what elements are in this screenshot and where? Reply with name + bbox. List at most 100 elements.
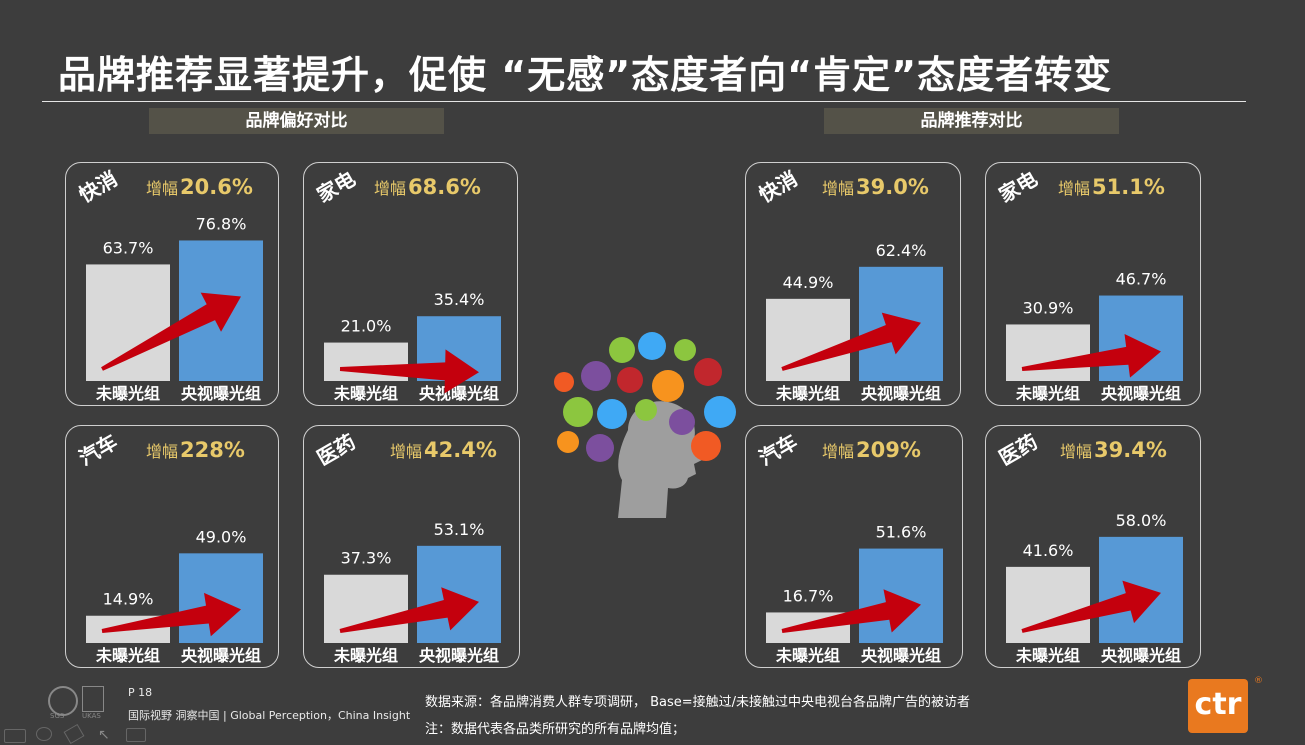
bar-chart: 21.0% 未曝光组 35.4% 央视曝光组	[324, 290, 501, 403]
increase-rate: 增幅39.4%	[1060, 438, 1167, 462]
certification-badge-sgs: SGS	[50, 712, 65, 720]
increase-label: 增幅	[1058, 179, 1091, 198]
value-label: 44.9%	[783, 273, 834, 292]
increase-rate: 增幅68.6%	[374, 175, 481, 199]
bubble-icon	[674, 339, 696, 361]
chart-panel: 家电 增幅51.1% 30.9% 未曝光组 46.7% 央视曝光组	[985, 162, 1201, 406]
value-label: 30.9%	[1023, 298, 1074, 317]
bar-exposed	[179, 553, 263, 643]
bar-chart: 30.9% 未曝光组 46.7% 央视曝光组	[1006, 270, 1183, 403]
bubble-icon	[557, 431, 579, 453]
increase-value: 39.4%	[1094, 438, 1167, 462]
value-label: 49.0%	[196, 527, 247, 546]
bubble-icon	[586, 434, 614, 462]
category-axis-label: 央视曝光组	[181, 384, 261, 403]
increase-label: 增幅	[390, 442, 423, 461]
chart-panel: 家电 增幅68.6% 21.0% 未曝光组 35.4% 央视曝光组	[303, 162, 518, 406]
ctr-logo: ctr	[1188, 679, 1248, 733]
trend-arrow	[339, 587, 479, 633]
increase-label: 增幅	[1060, 442, 1093, 461]
bubble-icon	[597, 399, 627, 429]
data-source-note: 数据来源：各品牌消费人群专项调研， Base=接触过/未接触过中央电视台各品牌广…	[425, 695, 971, 710]
bar-unexposed	[766, 298, 850, 381]
chart-panel: 医药 增幅42.4% 37.3% 未曝光组 53.1% 央视曝光组	[303, 425, 520, 668]
category-axis-label: 未曝光组	[333, 646, 398, 665]
increase-label: 增幅	[374, 179, 407, 198]
trend-arrow	[1021, 580, 1162, 633]
category-axis-label: 未曝光组	[95, 384, 160, 403]
category-axis-label: 央视曝光组	[1101, 384, 1181, 403]
value-label: 14.9%	[103, 590, 154, 609]
chart-panel: 快消 增幅39.0% 44.9% 未曝光组 62.4% 央视曝光组	[745, 162, 961, 406]
chart-panel: 汽车 增幅209% 16.7% 未曝光组 51.6% 央视曝光组	[745, 425, 963, 668]
chart-panel: 医药 增幅39.4% 41.6% 未曝光组 58.0% 央视曝光组	[985, 425, 1201, 668]
bubble-icon	[638, 332, 666, 360]
category-axis-label: 未曝光组	[1015, 384, 1080, 403]
category-axis-label: 央视曝光组	[861, 646, 941, 665]
bubble-icon	[669, 409, 695, 435]
eraser-icon[interactable]	[63, 723, 85, 745]
bubble-icon	[652, 370, 684, 402]
increase-rate: 增幅51.1%	[1058, 175, 1165, 199]
increase-value: 68.6%	[408, 175, 481, 199]
trend-arrow	[101, 592, 241, 637]
value-label: 63.7%	[103, 238, 154, 257]
camera-icon[interactable]	[126, 728, 146, 742]
category-axis-label: 未曝光组	[1015, 646, 1080, 665]
social-head-illustration	[554, 332, 736, 518]
bar-unexposed	[1006, 324, 1090, 381]
bubble-icon	[609, 337, 635, 363]
bar-chart: 14.9% 未曝光组 49.0% 央视曝光组	[86, 527, 263, 665]
registered-mark: ®	[1254, 676, 1263, 686]
category-axis-label: 央视曝光组	[419, 646, 499, 665]
section-header-recommendation: 品牌推荐对比	[824, 108, 1119, 134]
increase-rate: 增幅42.4%	[390, 438, 497, 462]
bar-unexposed	[86, 264, 170, 381]
increase-value: 39.0%	[856, 175, 929, 199]
value-label: 21.0%	[341, 317, 392, 336]
bubble-icon	[704, 396, 736, 428]
value-label: 76.8%	[196, 214, 247, 233]
category-axis-label: 未曝光组	[95, 646, 160, 665]
increase-rate: 增幅209%	[822, 438, 921, 462]
increase-value: 228%	[180, 438, 245, 462]
bubble-icon	[563, 397, 593, 427]
category-axis-label: 央视曝光组	[861, 384, 941, 403]
bubble-icon	[694, 358, 722, 386]
trend-arrow	[781, 312, 921, 371]
category-axis-label: 央视曝光组	[1101, 646, 1181, 665]
increase-label: 增幅	[146, 442, 179, 461]
section-header-preference: 品牌偏好对比	[149, 108, 444, 134]
trend-arrow	[101, 292, 242, 371]
bar-exposed	[859, 548, 943, 643]
value-label: 62.4%	[876, 241, 927, 260]
increase-value: 20.6%	[180, 175, 253, 199]
certification-badge-ukas: UKAS	[82, 712, 101, 720]
increase-label: 增幅	[822, 442, 855, 461]
bar-chart: 16.7% 未曝光组 51.6% 央视曝光组	[766, 523, 943, 665]
value-label: 37.3%	[341, 549, 392, 568]
bubble-icon	[635, 399, 657, 421]
pen-tool-icon[interactable]	[36, 727, 52, 741]
ukas-crest-icon	[82, 686, 104, 712]
bubble-icon	[617, 367, 643, 393]
slide-thumb-icon[interactable]	[4, 729, 26, 743]
increase-rate: 增幅39.0%	[822, 175, 929, 199]
chart-panel: 快消 增幅20.6% 63.7% 未曝光组 76.8% 央视曝光组	[65, 162, 279, 406]
pointer-icon[interactable]: ↖	[98, 727, 110, 743]
value-label: 53.1%	[434, 520, 485, 539]
value-label: 41.6%	[1023, 541, 1074, 560]
bar-chart: 37.3% 未曝光组 53.1% 央视曝光组	[324, 520, 501, 665]
title-divider	[42, 101, 1246, 102]
category-axis-label: 央视曝光组	[419, 384, 499, 403]
increase-value: 42.4%	[424, 438, 497, 462]
bubble-icon	[691, 431, 721, 461]
value-label: 16.7%	[783, 586, 834, 605]
value-label: 46.7%	[1116, 270, 1167, 289]
bubble-icon	[554, 372, 574, 392]
chart-panel: 汽车 增幅228% 14.9% 未曝光组 49.0% 央视曝光组	[65, 425, 279, 668]
increase-label: 增幅	[822, 179, 855, 198]
category-axis-label: 未曝光组	[775, 384, 840, 403]
company-tagline: 国际视野 洞察中国 | Global Perception，China Insi…	[128, 709, 411, 722]
certification-seal-icon	[48, 686, 78, 716]
